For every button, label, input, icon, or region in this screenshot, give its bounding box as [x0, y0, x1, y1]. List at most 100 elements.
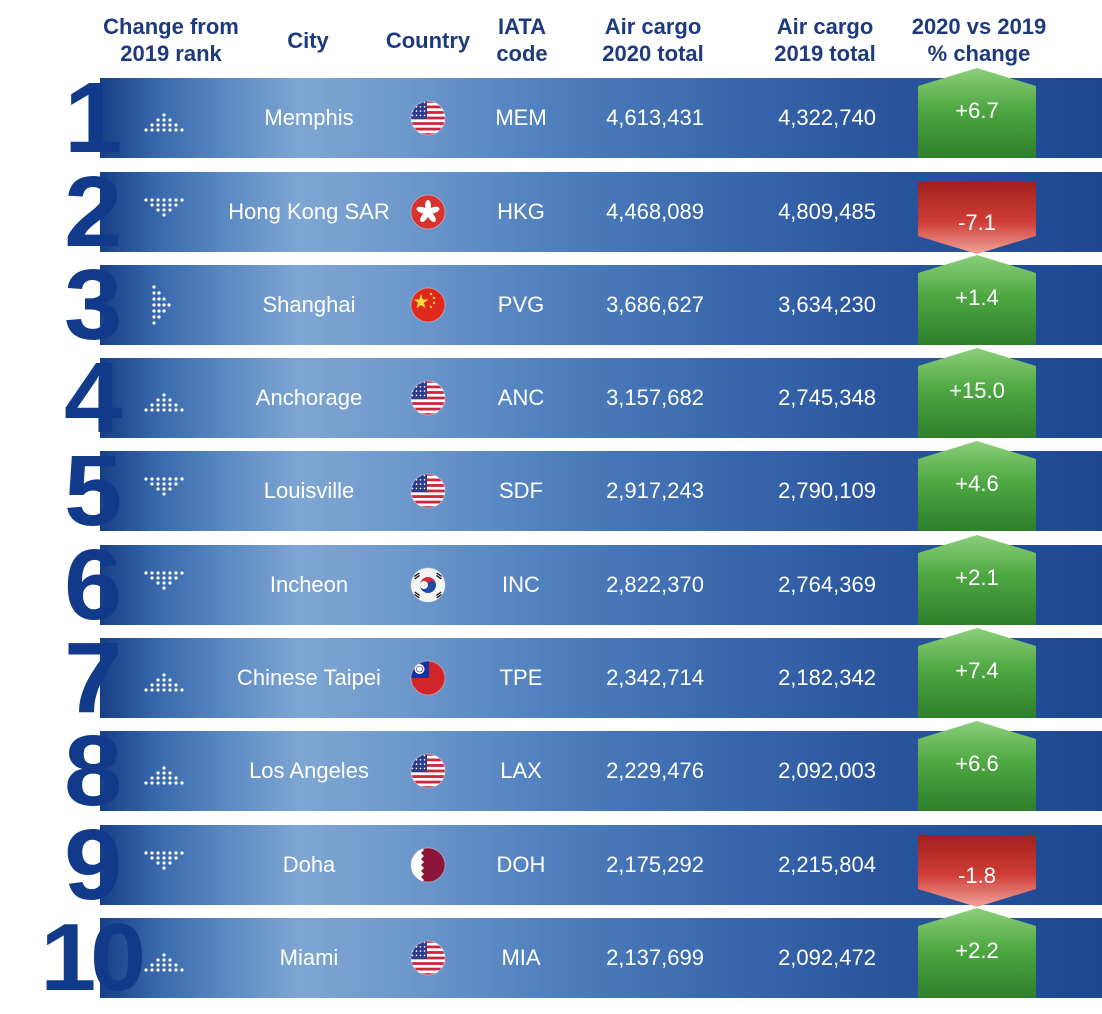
table-header: Change from 2019 rank City Country IATA …: [0, 0, 1102, 72]
taiwan-flag-icon: [410, 660, 446, 696]
rank-up-arrow-icon: [130, 938, 200, 978]
rank-up-arrow-icon: [130, 658, 200, 698]
iata-code: ANC: [497, 385, 545, 410]
increase-badge: +7.4: [918, 628, 1036, 718]
rank-up-arrow-icon: [130, 751, 200, 791]
usa-flag-icon: [410, 380, 446, 416]
city-name: Chinese Taipei: [237, 665, 381, 690]
increase-badge: +4.6: [918, 441, 1036, 531]
iata-code: MIA: [501, 945, 541, 970]
cargo-2020-value: 2,342,714: [606, 665, 704, 690]
rank-number: 3: [63, 249, 122, 361]
usa-flag-icon: [410, 940, 446, 976]
increase-badge: +2.2: [918, 908, 1036, 998]
rank-up-arrow-icon: [130, 98, 200, 138]
city-name: Los Angeles: [249, 758, 369, 783]
city-name: Memphis: [264, 105, 354, 130]
iata-code: HKG: [497, 199, 545, 224]
rank-number: 6: [63, 529, 122, 641]
pct-change-value: -7.1: [958, 210, 996, 235]
increase-badge: +2.1: [918, 535, 1036, 625]
china-flag-icon: [410, 287, 446, 323]
header-cargo-2020: Air cargo 2020 total: [602, 14, 704, 66]
usa-flag-icon: [410, 100, 446, 136]
city-name: Shanghai: [262, 292, 356, 317]
city-name: Incheon: [269, 572, 349, 597]
cargo-2020-value: 2,229,476: [606, 758, 704, 783]
cargo-2019-value: 2,764,369: [778, 572, 876, 597]
header-cargo-2019: Air cargo 2019 total: [774, 14, 876, 66]
table-row: 8 Los Angeles LAX 2,229,476 2,092,003 +6.6: [0, 721, 1102, 825]
cargo-2020-value: 4,613,431: [606, 105, 704, 130]
increase-badge: +6.6: [918, 721, 1036, 811]
iata-code: TPE: [499, 665, 543, 690]
cargo-2020-value: 2,917,243: [606, 478, 704, 503]
pct-change-value: +15.0: [949, 378, 1005, 403]
usa-flag-icon: [410, 753, 446, 789]
pct-change-value: +2.1: [955, 565, 999, 590]
cargo-2020-value: 4,468,089: [606, 199, 704, 224]
rank-up-arrow-icon: [130, 378, 200, 418]
cargo-2020-value: 3,686,627: [606, 292, 704, 317]
increase-badge: +1.4: [918, 255, 1036, 345]
pct-change-value: -1.8: [958, 863, 996, 888]
cargo-2020-value: 2,175,292: [606, 852, 704, 877]
increase-badge: +15.0: [918, 348, 1036, 438]
cargo-2019-value: 4,322,740: [778, 105, 876, 130]
rank-number: 7: [63, 622, 122, 734]
iata-code: LAX: [500, 758, 542, 783]
rank-number: 2: [63, 156, 122, 268]
pct-change-value: +4.6: [955, 471, 999, 496]
rank-down-arrow-icon: [130, 192, 200, 232]
city-name: Louisville: [263, 478, 355, 503]
cargo-2019-value: 2,092,003: [778, 758, 876, 783]
cargo-2019-value: 2,215,804: [778, 852, 876, 877]
table-row: 9 Doha DOH 2,175,292 2,215,804 -1.8: [0, 815, 1102, 919]
pct-change-value: +6.6: [955, 751, 999, 776]
pct-change-value: +6.7: [955, 98, 999, 123]
rank-same-arrow-icon: [130, 285, 200, 325]
qatar-flag-icon: [410, 847, 446, 883]
table-row: 3 Shanghai PVG 3,686,627 3,634,230 +1.4: [0, 255, 1102, 359]
cargo-2019-value: 3,634,230: [778, 292, 876, 317]
usa-flag-icon: [410, 473, 446, 509]
rank-down-arrow-icon: [130, 845, 200, 885]
south-korea-flag-icon: [410, 567, 446, 603]
decrease-badge: -1.8: [918, 835, 1036, 925]
iata-code: SDF: [499, 478, 543, 503]
pct-change-value: +7.4: [955, 658, 999, 683]
pct-change-value: +2.2: [955, 938, 999, 963]
iata-code: INC: [502, 572, 540, 597]
header-pct-change: 2020 vs 2019 % change: [911, 14, 1047, 66]
city-name: Miami: [279, 945, 339, 970]
table-row: 5 Louisville SDF 2,917,243 2,790,109 +4.6: [0, 441, 1102, 545]
increase-badge: +6.7: [918, 68, 1036, 158]
header-country: Country: [385, 27, 471, 53]
cargo-2019-value: 4,809,485: [778, 199, 876, 224]
iata-code: PVG: [497, 292, 545, 317]
iata-code: DOH: [496, 852, 546, 877]
cargo-2019-value: 2,182,342: [778, 665, 876, 690]
rank-number: 9: [63, 809, 122, 921]
city-name: Anchorage: [255, 385, 363, 410]
iata-code: MEM: [495, 105, 547, 130]
rank-number: 10: [40, 904, 146, 1011]
cargo-2019-value: 2,092,472: [778, 945, 876, 970]
cargo-2020-value: 2,822,370: [606, 572, 704, 597]
cargo-2019-value: 2,790,109: [778, 478, 876, 503]
table-row: 6 Incheon INC 2,822,370 2,764,369 +2.1: [0, 535, 1102, 639]
hong-kong-flag-icon: [410, 194, 446, 230]
rank-number: 1: [63, 62, 122, 174]
table-row: 1 Memphis MEM 4,613,431 4,322,740 +6.7: [0, 68, 1102, 172]
city-name: Doha: [282, 852, 336, 877]
table-row: 10 Miami MIA 2,137,699 2,092,472 +2.2: [0, 908, 1102, 1012]
city-name: Hong Kong SAR: [228, 199, 390, 224]
rank-down-arrow-icon: [130, 471, 200, 511]
header-iata: IATA code: [496, 14, 548, 66]
table-row: 2 Hong Kong SAR HKG 4,468,089 4,809,485 -7.1: [0, 162, 1102, 266]
table-row: 4 Anchorage ANC 3,157,682 2,745,348 +15.0: [0, 348, 1102, 452]
header-city: City: [287, 27, 329, 53]
header-change-rank: Change from 2019 rank: [103, 14, 239, 66]
table-row: 7 Chinese Taipei TPE 2,342,714 2,182,342 +7.4: [0, 628, 1102, 732]
cargo-2020-value: 3,157,682: [606, 385, 704, 410]
